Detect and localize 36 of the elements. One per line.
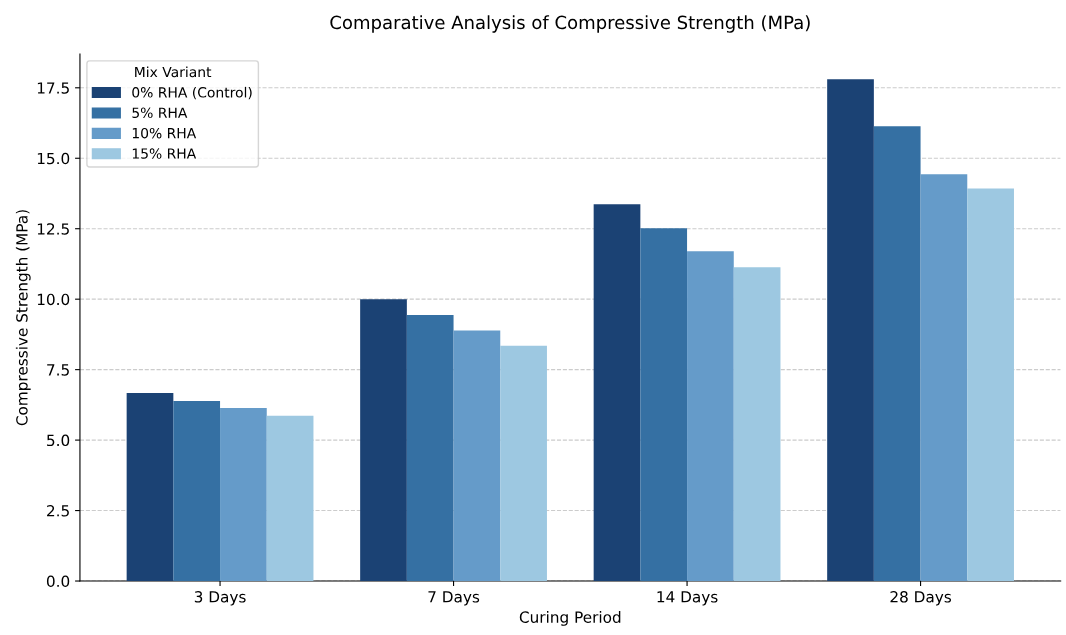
x-axis-title: Curing Period [519, 611, 621, 626]
bar [360, 299, 407, 582]
bar [500, 345, 547, 582]
y-tick-label: 2.5 [47, 505, 69, 517]
x-tick-label: 28 Days [890, 591, 952, 606]
y-axis-title: Compressive Strength (MPa) [15, 210, 31, 426]
y-tick-label: 5.0 [47, 434, 70, 447]
bar [593, 204, 641, 582]
bar [733, 267, 781, 582]
y-tick-label: 7.5 [47, 364, 69, 376]
bar [827, 79, 874, 582]
y-tick-label: 15.0 [37, 152, 70, 165]
legend-label: 15% RHA [132, 148, 197, 159]
bar [453, 330, 501, 582]
bar [126, 393, 174, 582]
bar [173, 400, 221, 582]
legend-label: 0% RHA (Control) [132, 86, 252, 100]
legend-label: 10% RHA [132, 127, 197, 139]
y-tick-label: 17.5 [37, 82, 69, 94]
bar [873, 126, 921, 582]
x-tick-label: 7 Days [428, 591, 480, 606]
chart-title: Comparative Analysis of Compressive Strength (MPa) [330, 15, 810, 33]
bar [967, 188, 1014, 582]
y-tick-label: 0.0 [46, 575, 70, 588]
bar [640, 228, 688, 582]
bar [220, 407, 267, 582]
x-tick-label: 14 Days [657, 591, 718, 606]
bar [406, 314, 454, 582]
x-tick-label: 3 Days [194, 591, 246, 606]
y-tick-label: 12.5 [37, 223, 69, 235]
legend-label: 5% RHA [132, 107, 188, 118]
bar [266, 415, 314, 582]
bar [687, 251, 734, 582]
legend-title: Mix Variant [135, 66, 212, 78]
bar [920, 174, 968, 582]
y-tick-label: 10.0 [37, 293, 70, 306]
